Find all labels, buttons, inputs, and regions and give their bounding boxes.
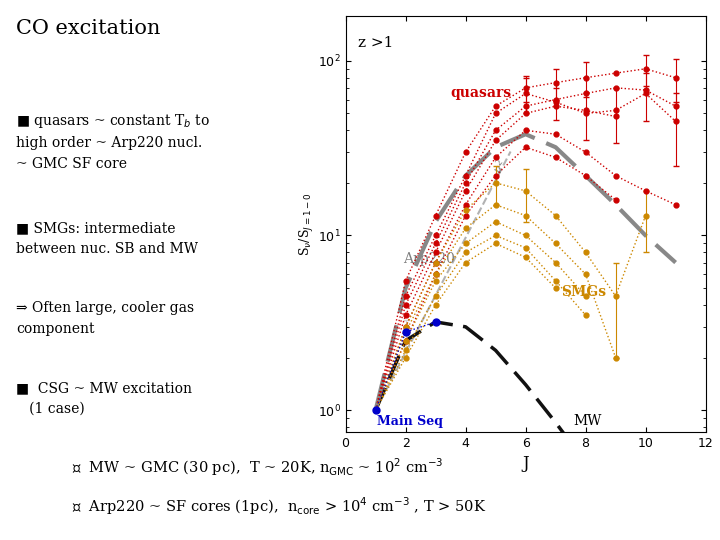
Y-axis label: S$_\nu$/S$_{J=1-0}$: S$_\nu$/S$_{J=1-0}$ <box>298 192 316 256</box>
X-axis label: J: J <box>522 455 529 472</box>
Text: ➢  Arp220 ~ SF cores (1pc),  n$_{\mathrm{core}}$ > 10$^4$ cm$^{-3}$ , T > 50K: ➢ Arp220 ~ SF cores (1pc), n$_{\mathrm{c… <box>72 495 486 517</box>
Text: Arp220: Arp220 <box>402 252 454 266</box>
Text: ■ SMGs: intermediate
between nuc. SB and MW: ■ SMGs: intermediate between nuc. SB and… <box>17 221 198 256</box>
Text: SMGs: SMGs <box>562 285 607 299</box>
Text: ■  CSG ~ MW excitation
   (1 case): ■ CSG ~ MW excitation (1 case) <box>17 381 192 416</box>
Text: MW: MW <box>574 414 602 428</box>
Text: ⇒ Often large, cooler gas
component: ⇒ Often large, cooler gas component <box>17 301 194 336</box>
Text: Main Seq: Main Seq <box>377 415 443 428</box>
Text: CO excitation: CO excitation <box>17 19 161 38</box>
Text: ➢  MW ~ GMC (30 pc),  T ~ 20K, n$_{\mathrm{GMC}}$ ~ 10$^2$ cm$^{-3}$: ➢ MW ~ GMC (30 pc), T ~ 20K, n$_{\mathrm… <box>72 456 444 478</box>
Text: $\nu^2$: $\nu^2$ <box>490 157 511 179</box>
Text: ■ quasars ~ constant T$_b$ to
high order ~ Arp220 nucl.
~ GMC SF core: ■ quasars ~ constant T$_b$ to high order… <box>17 112 210 171</box>
Text: z >1: z >1 <box>358 36 393 50</box>
Text: quasars: quasars <box>451 86 512 100</box>
